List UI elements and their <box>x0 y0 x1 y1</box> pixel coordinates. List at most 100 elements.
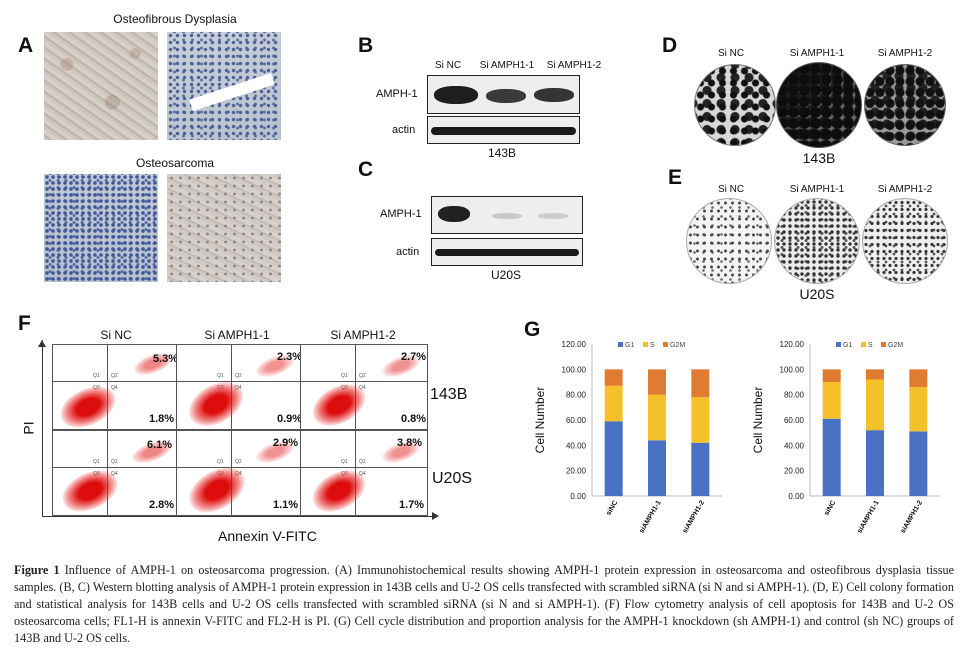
plate-e-cell-line: U20S <box>799 286 835 302</box>
colony-plate-e-sinc <box>686 198 772 284</box>
quadrant-label: Q2 <box>359 459 366 465</box>
legend-swatch <box>643 342 648 347</box>
bar-segment-g2m <box>691 369 710 398</box>
blot-band <box>435 249 579 256</box>
plate-e-label-3: Si AMPH1-2 <box>877 184 933 195</box>
blot-band <box>486 89 526 103</box>
plate-d-cell-line: 143B <box>802 150 836 166</box>
quadrant-label: Q4 <box>359 385 366 391</box>
x-tick-label: siNC <box>823 500 837 517</box>
bar-segment-g1 <box>604 421 623 496</box>
y-tick-label: 80.00 <box>566 391 587 400</box>
plate-d-label-2: Si AMPH1-1 <box>789 48 845 59</box>
flow-plot-143b-amph1-1: Q1 Q2 Q3 Q4 2.3% 0.9% <box>176 344 302 430</box>
blot-band <box>492 213 522 219</box>
y-tick-label: 100.00 <box>562 365 587 374</box>
y-tick-label: 80.00 <box>784 391 805 400</box>
quadrant-label: Q2 <box>111 373 118 379</box>
panel-label-f: F <box>18 312 31 335</box>
plate-e-label-1: Si NC <box>717 184 745 195</box>
quadrant-label: Q2 <box>111 459 118 465</box>
panel-a-title-bottom: Osteosarcoma <box>135 156 215 170</box>
flow-y-axis <box>42 340 43 516</box>
legend-label: S <box>868 342 873 349</box>
bar-segment-g1 <box>909 431 928 496</box>
flow-pct-upper: 5.3% <box>153 353 178 365</box>
lane-label-b-2: Si AMPH1-1 <box>479 60 535 71</box>
lane-label-b-3: Si AMPH1-2 <box>546 60 602 71</box>
cell-cycle-chart-u20s: 0.00 20.00 40.00 60.00 80.00 100.00 120.00 Cell… <box>751 340 940 535</box>
legend-swatch <box>663 342 668 347</box>
caption-lead: Figure 1 <box>14 563 60 577</box>
flow-x-arrow <box>432 512 439 520</box>
colony-plate-d-sinc <box>694 64 776 146</box>
histology-image-os-2 <box>167 174 281 282</box>
lane-label-b-1: Si NC <box>434 60 462 71</box>
colony-plate-d-amph1-1 <box>776 62 862 148</box>
y-tick-label: 60.00 <box>784 416 805 425</box>
y-tick-label: 20.00 <box>784 467 805 476</box>
blot-b-amph1 <box>427 75 580 114</box>
blot-c-row-amph1: AMPH-1 <box>380 208 422 220</box>
blot-band <box>438 206 470 222</box>
y-tick-label: 0.00 <box>788 492 804 501</box>
blot-c-row-actin: actin <box>396 246 420 258</box>
flow-y-label: PI <box>20 421 37 435</box>
blot-band <box>434 86 478 104</box>
x-tick-label: siAMPH1-1 <box>638 499 662 534</box>
colony-plate-e-amph1-2 <box>862 198 948 284</box>
x-tick-label: siAMPH1-1 <box>856 499 880 534</box>
bar-segment-s <box>691 397 710 443</box>
panel-label-e: E <box>668 166 683 189</box>
bar-segment-s <box>822 382 841 419</box>
flow-pct-upper: 2.7% <box>401 351 427 363</box>
blot-b-row-amph1: AMPH-1 <box>376 88 418 100</box>
panel-label-a: A <box>18 34 34 57</box>
flow-pct-lower: 0.9% <box>277 413 302 425</box>
y-tick-label: 120.00 <box>780 340 805 349</box>
blot-band <box>534 88 574 102</box>
flow-pct-lower: 2.8% <box>149 499 175 511</box>
x-tick-label: siAMPH1-2 <box>682 499 706 534</box>
quadrant-label: Q1 <box>93 373 100 379</box>
bar-segment-g1 <box>691 442 710 496</box>
y-tick-label: 20.00 <box>566 467 587 476</box>
legend-label: G2M <box>670 342 685 349</box>
bar-segment-g2m <box>909 369 928 388</box>
flow-pct-upper: 2.3% <box>277 351 302 363</box>
legend-swatch <box>881 342 886 347</box>
caption-text: Influence of AMPH-1 on osteosarcoma prog… <box>14 563 954 645</box>
flow-plot-u20s-amph1-1: Q1 Q2 Q3 Q4 2.9% 1.1% <box>176 430 302 516</box>
legend-label: G1 <box>625 342 634 349</box>
quadrant-label: Q4 <box>359 471 366 477</box>
legend-label: G1 <box>843 342 852 349</box>
bar-segment-s <box>909 387 928 432</box>
flow-row-label-143b: 143B <box>430 386 468 403</box>
histology-image-ofd-1 <box>44 32 158 140</box>
quadrant-label: Q1 <box>341 373 348 379</box>
panel-label-b: B <box>358 34 374 57</box>
bar-segment-s <box>866 379 884 431</box>
bar-segment-s <box>604 385 623 422</box>
bar-segment-g2m <box>648 369 666 395</box>
quadrant-label: Q4 <box>111 471 118 477</box>
figure-caption: Figure 1 Influence of AMPH-1 on osteosar… <box>14 562 954 647</box>
y-tick-label: 100.00 <box>780 365 805 374</box>
flow-x-label: Annexin V-FITC <box>218 528 317 544</box>
x-tick-label: siNC <box>605 500 619 517</box>
flow-y-arrow <box>38 340 46 347</box>
quadrant-label: Q4 <box>111 385 118 391</box>
flow-pct-lower: 0.8% <box>401 413 427 425</box>
flow-pct-upper: 2.9% <box>273 437 299 449</box>
quadrant-label: Q1 <box>217 459 224 465</box>
histology-image-os-1 <box>44 174 158 282</box>
panel-label-d: D <box>662 34 678 57</box>
blot-b-cell-line: 143B <box>487 146 517 160</box>
bar-segment-g1 <box>822 418 841 496</box>
quadrant-label: Q1 <box>93 459 100 465</box>
blot-b-row-actin: actin <box>392 124 416 136</box>
flow-pct-lower: 1.1% <box>273 499 299 511</box>
y-tick-label: 120.00 <box>562 340 587 349</box>
flow-col-label-2: Si AMPH1-1 <box>204 328 270 342</box>
blot-band <box>431 127 576 135</box>
